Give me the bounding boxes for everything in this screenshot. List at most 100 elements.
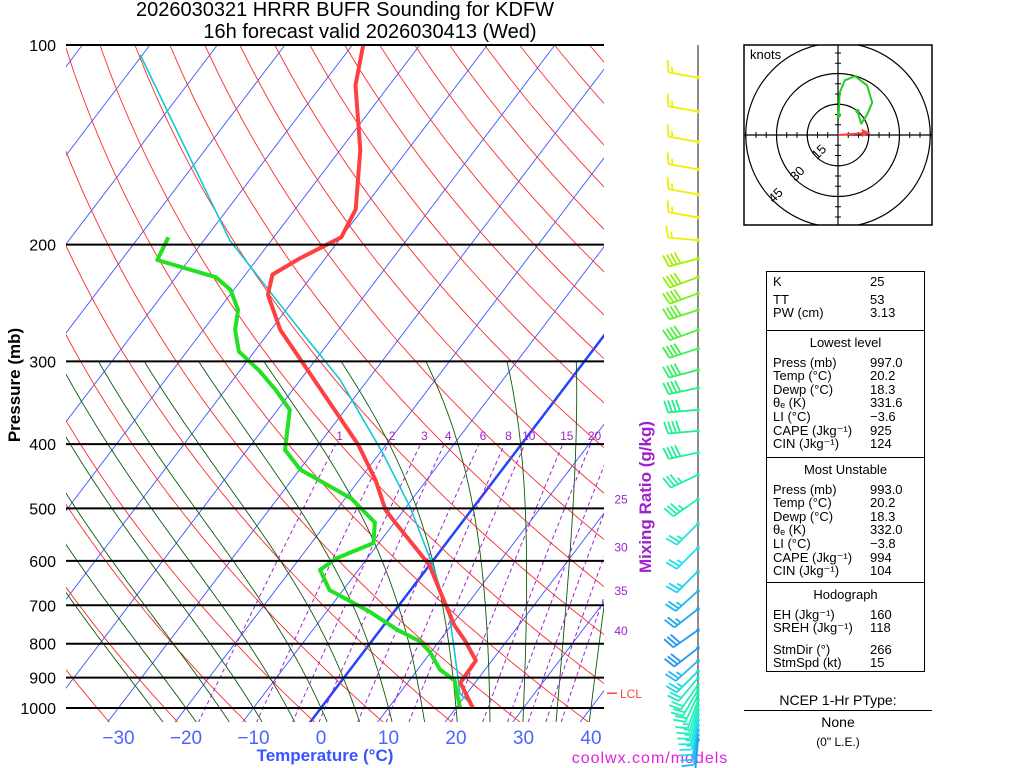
index-label: StmSpd (kt) bbox=[773, 655, 842, 671]
ptype-value: None bbox=[821, 714, 855, 730]
barb-half-feather bbox=[676, 601, 683, 607]
indices-row: Dewp (°C) 18.3 bbox=[773, 383, 924, 397]
moist-adiabat-line bbox=[555, 361, 578, 722]
indices-row: PW (cm) 3.13 bbox=[773, 306, 924, 320]
temperature-tick-label: 0 bbox=[316, 728, 327, 749]
index-label: CAPE (Jkg⁻¹) bbox=[773, 549, 853, 565]
barb-staff bbox=[673, 608, 699, 629]
mixing-ratio-line bbox=[450, 444, 564, 722]
dry-adiabat-line bbox=[66, 669, 110, 722]
barb-feather bbox=[662, 276, 671, 288]
barb-feather bbox=[666, 365, 674, 378]
wind-barb bbox=[666, 93, 700, 114]
mixing-ratio-line bbox=[256, 443, 389, 722]
mixing-ratio-label: 10 bbox=[522, 429, 536, 443]
isotherm-line bbox=[66, 44, 556, 689]
barb-staff bbox=[668, 163, 699, 171]
barb-station-dot bbox=[696, 497, 700, 501]
barb-feather bbox=[667, 694, 680, 702]
index-label: Temp (°C) bbox=[773, 368, 832, 384]
index-value: 332.0 bbox=[870, 522, 903, 538]
index-label: CIN (Jkg⁻¹) bbox=[773, 563, 840, 579]
barb-station-dot bbox=[696, 569, 700, 574]
wind-barb bbox=[666, 124, 700, 144]
barb-feather bbox=[669, 253, 678, 265]
barb-station-dot bbox=[696, 429, 700, 433]
wind-barb bbox=[662, 343, 700, 359]
indices-row: CAPE (Jkg⁻¹) 994 bbox=[773, 549, 924, 565]
index-label: Dewp (°C) bbox=[773, 508, 834, 524]
wind-barb bbox=[665, 521, 700, 546]
barb-feather bbox=[675, 399, 681, 412]
credit-link[interactable]: coolwx.com/models bbox=[572, 750, 729, 767]
indices-row: Press (mb) 993.0 bbox=[773, 482, 924, 497]
barb-feather bbox=[670, 711, 684, 717]
mixing-ratio-line bbox=[357, 443, 480, 722]
barb-feather bbox=[665, 585, 678, 594]
barb-station-dot bbox=[696, 688, 700, 692]
barb-station-dot bbox=[696, 733, 700, 737]
barb-station-dot bbox=[696, 256, 700, 261]
index-value: −3.6 bbox=[870, 408, 896, 424]
indices-row: StmSpd (kt) 15 bbox=[773, 656, 924, 670]
barb-feather bbox=[666, 93, 670, 107]
isotherm-line bbox=[242, 246, 604, 722]
barb-feather bbox=[669, 691, 682, 699]
wind-barb bbox=[662, 304, 700, 321]
mixing-ratio-label: 8 bbox=[505, 429, 512, 443]
barb-feather bbox=[666, 505, 678, 515]
barb-feather bbox=[680, 753, 693, 757]
barb-staff bbox=[669, 276, 699, 289]
dewpoint-trace bbox=[155, 236, 463, 709]
barb-feather bbox=[666, 446, 674, 459]
mixing-ratio-line bbox=[506, 464, 604, 722]
wind-barb bbox=[665, 669, 700, 694]
barb-station-dot bbox=[696, 140, 700, 144]
mixing-ratio-label: 4 bbox=[445, 429, 452, 443]
mixing-ratio-label: 35 bbox=[614, 584, 628, 598]
temperature-tick-label: 20 bbox=[445, 728, 466, 749]
indices-row: StmDir (°) 266 bbox=[773, 643, 924, 657]
barb-staff bbox=[675, 590, 699, 612]
barb-feather bbox=[674, 715, 688, 720]
index-label: EH (Jkg⁻¹) bbox=[773, 606, 835, 622]
barb-feather bbox=[665, 475, 676, 487]
index-value: 104 bbox=[870, 563, 892, 579]
barb-feather bbox=[673, 304, 682, 317]
wind-barb bbox=[663, 497, 700, 517]
wind-barb bbox=[677, 708, 700, 740]
mixing-ratio-label: 1 bbox=[336, 429, 343, 443]
temperature-tick-label: −20 bbox=[170, 728, 202, 749]
dry-adiabat-line bbox=[169, 44, 604, 588]
mixing-ratio-label: 40 bbox=[614, 624, 628, 638]
barb-half-feather bbox=[677, 504, 684, 511]
barb-half-feather bbox=[676, 671, 683, 677]
wind-barb bbox=[667, 676, 700, 702]
index-value: 25 bbox=[870, 274, 885, 289]
barb-feather bbox=[675, 420, 681, 433]
lcl-label: LCL bbox=[620, 687, 642, 701]
isotherm-line bbox=[66, 44, 488, 601]
barb-feather bbox=[664, 619, 675, 629]
barb-feather bbox=[670, 653, 682, 663]
barb-feather bbox=[665, 537, 678, 546]
wind-barbs bbox=[662, 60, 700, 768]
dry-adiabat-line bbox=[66, 333, 384, 722]
barb-feather bbox=[666, 199, 670, 213]
indices-section-heading: Lowest level bbox=[809, 335, 882, 350]
wind-barb bbox=[662, 252, 700, 268]
barb-feather bbox=[665, 345, 675, 358]
index-label: TT bbox=[773, 291, 789, 307]
barb-feather bbox=[676, 731, 689, 735]
barb-feather bbox=[673, 343, 682, 355]
barb-feather bbox=[671, 399, 677, 413]
moist-adiabat-line bbox=[66, 436, 263, 722]
barb-station-dot bbox=[696, 646, 700, 650]
isotherm-line bbox=[512, 601, 604, 722]
mixing-ratio-line bbox=[292, 443, 421, 722]
wind-barb bbox=[663, 420, 700, 435]
indices-section: Hodograph EH (Jkg⁻¹) 160 SREH (Jkg⁻¹) 118 Stm… bbox=[767, 583, 924, 671]
barb-feather bbox=[675, 726, 688, 730]
storm-motion-arrowhead bbox=[861, 128, 871, 137]
index-value: −3.8 bbox=[870, 535, 896, 551]
